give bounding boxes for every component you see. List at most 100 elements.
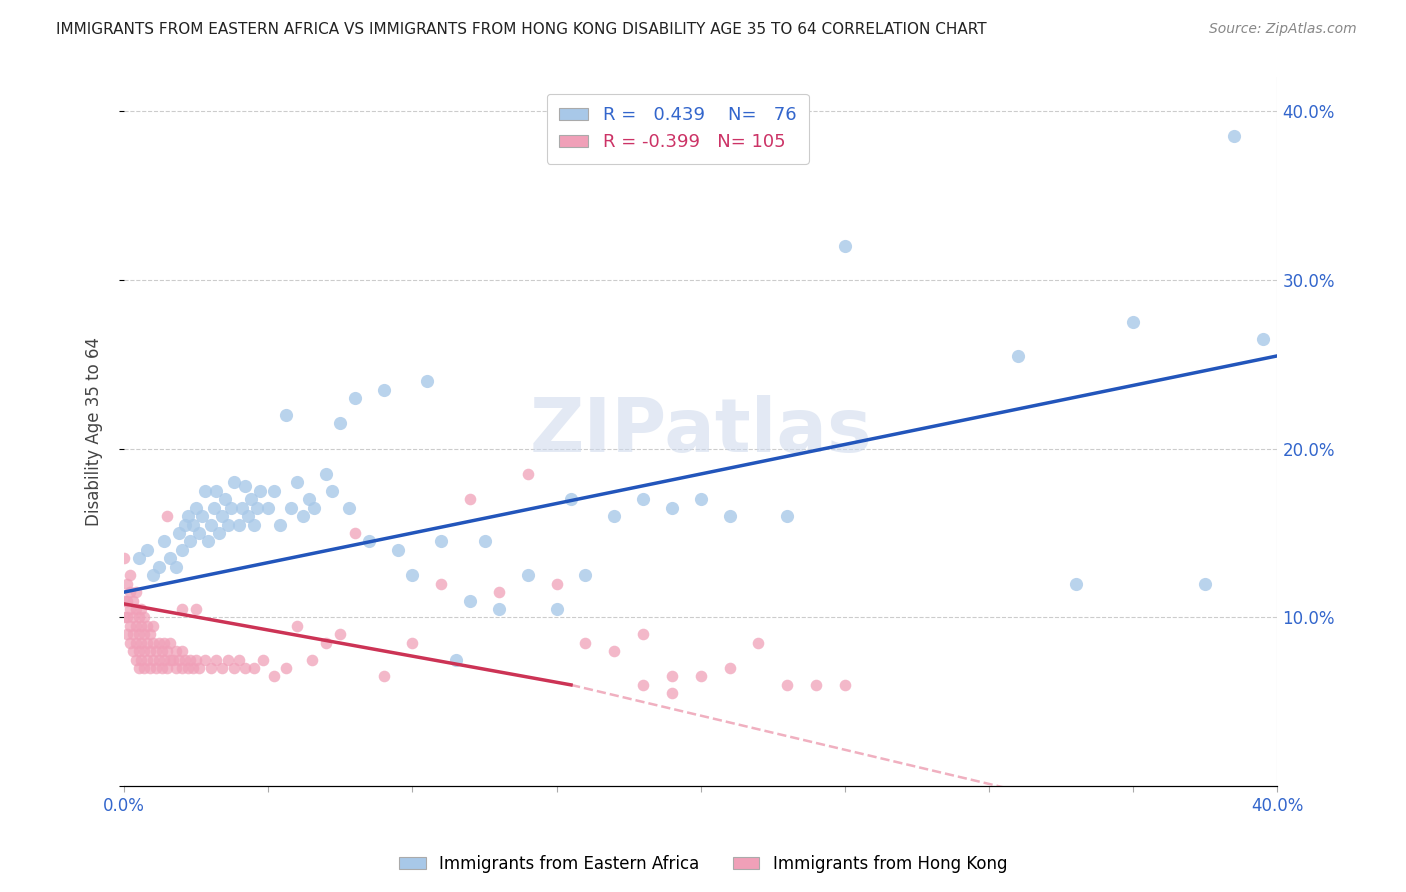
Point	[217, 517, 239, 532]
Point	[128, 551, 150, 566]
Point	[159, 636, 181, 650]
Text: ZIPatlas: ZIPatlas	[530, 395, 872, 468]
Point	[516, 467, 538, 481]
Point	[246, 500, 269, 515]
Point	[118, 568, 141, 582]
Point	[121, 593, 143, 607]
Point	[186, 652, 208, 666]
Point	[179, 652, 201, 666]
Point	[373, 669, 395, 683]
Point	[145, 644, 167, 658]
Point	[153, 636, 176, 650]
Point	[124, 619, 146, 633]
Point	[200, 661, 222, 675]
Point	[188, 661, 211, 675]
Point	[124, 652, 146, 666]
Point	[165, 644, 187, 658]
Point	[301, 652, 323, 666]
Point	[458, 593, 481, 607]
Point	[115, 593, 138, 607]
Point	[488, 585, 510, 599]
Point	[387, 542, 409, 557]
Point	[1251, 332, 1274, 346]
Point	[373, 383, 395, 397]
Point	[689, 492, 711, 507]
Point	[139, 644, 162, 658]
Point	[136, 636, 159, 650]
Point	[546, 576, 568, 591]
Point	[150, 644, 173, 658]
Point	[128, 644, 150, 658]
Point	[211, 509, 233, 524]
Point	[118, 619, 141, 633]
Point	[139, 627, 162, 641]
Point	[115, 627, 138, 641]
Point	[228, 652, 250, 666]
Point	[222, 475, 245, 490]
Point	[401, 636, 423, 650]
Point	[134, 644, 156, 658]
Legend: R =   0.439    N=   76, R = -0.399   N= 105: R = 0.439 N= 76, R = -0.399 N= 105	[547, 94, 808, 164]
Point	[458, 492, 481, 507]
Point	[280, 500, 302, 515]
Point	[131, 636, 153, 650]
Point	[240, 492, 263, 507]
Point	[718, 509, 741, 524]
Point	[217, 652, 239, 666]
Point	[231, 500, 253, 515]
Point	[1064, 576, 1087, 591]
Point	[142, 568, 165, 582]
Point	[165, 661, 187, 675]
Point	[718, 661, 741, 675]
Point	[170, 542, 193, 557]
Point	[574, 568, 596, 582]
Point	[776, 509, 799, 524]
Point	[321, 483, 343, 498]
Point	[115, 576, 138, 591]
Point	[145, 661, 167, 675]
Point	[631, 627, 654, 641]
Point	[121, 627, 143, 641]
Point	[1007, 349, 1029, 363]
Point	[197, 534, 219, 549]
Point	[269, 517, 291, 532]
Point	[124, 636, 146, 650]
Point	[112, 551, 135, 566]
Point	[186, 602, 208, 616]
Point	[179, 534, 201, 549]
Point	[131, 652, 153, 666]
Point	[156, 644, 179, 658]
Point	[285, 619, 308, 633]
Point	[142, 652, 165, 666]
Point	[233, 479, 256, 493]
Point	[236, 509, 259, 524]
Point	[661, 669, 683, 683]
Point	[574, 636, 596, 650]
Point	[194, 483, 217, 498]
Point	[631, 678, 654, 692]
Point	[128, 627, 150, 641]
Point	[430, 534, 453, 549]
Point	[194, 652, 217, 666]
Point	[121, 644, 143, 658]
Point	[131, 619, 153, 633]
Point	[176, 509, 198, 524]
Point	[834, 678, 856, 692]
Point	[546, 602, 568, 616]
Point	[603, 509, 626, 524]
Point	[661, 500, 683, 515]
Point	[329, 627, 352, 641]
Point	[202, 500, 225, 515]
Point	[430, 576, 453, 591]
Point	[183, 661, 205, 675]
Point	[124, 585, 146, 599]
Point	[159, 551, 181, 566]
Point	[343, 526, 366, 541]
Point	[191, 509, 214, 524]
Point	[263, 669, 285, 683]
Point	[118, 602, 141, 616]
Point	[165, 559, 187, 574]
Point	[139, 661, 162, 675]
Point	[136, 542, 159, 557]
Point	[249, 483, 271, 498]
